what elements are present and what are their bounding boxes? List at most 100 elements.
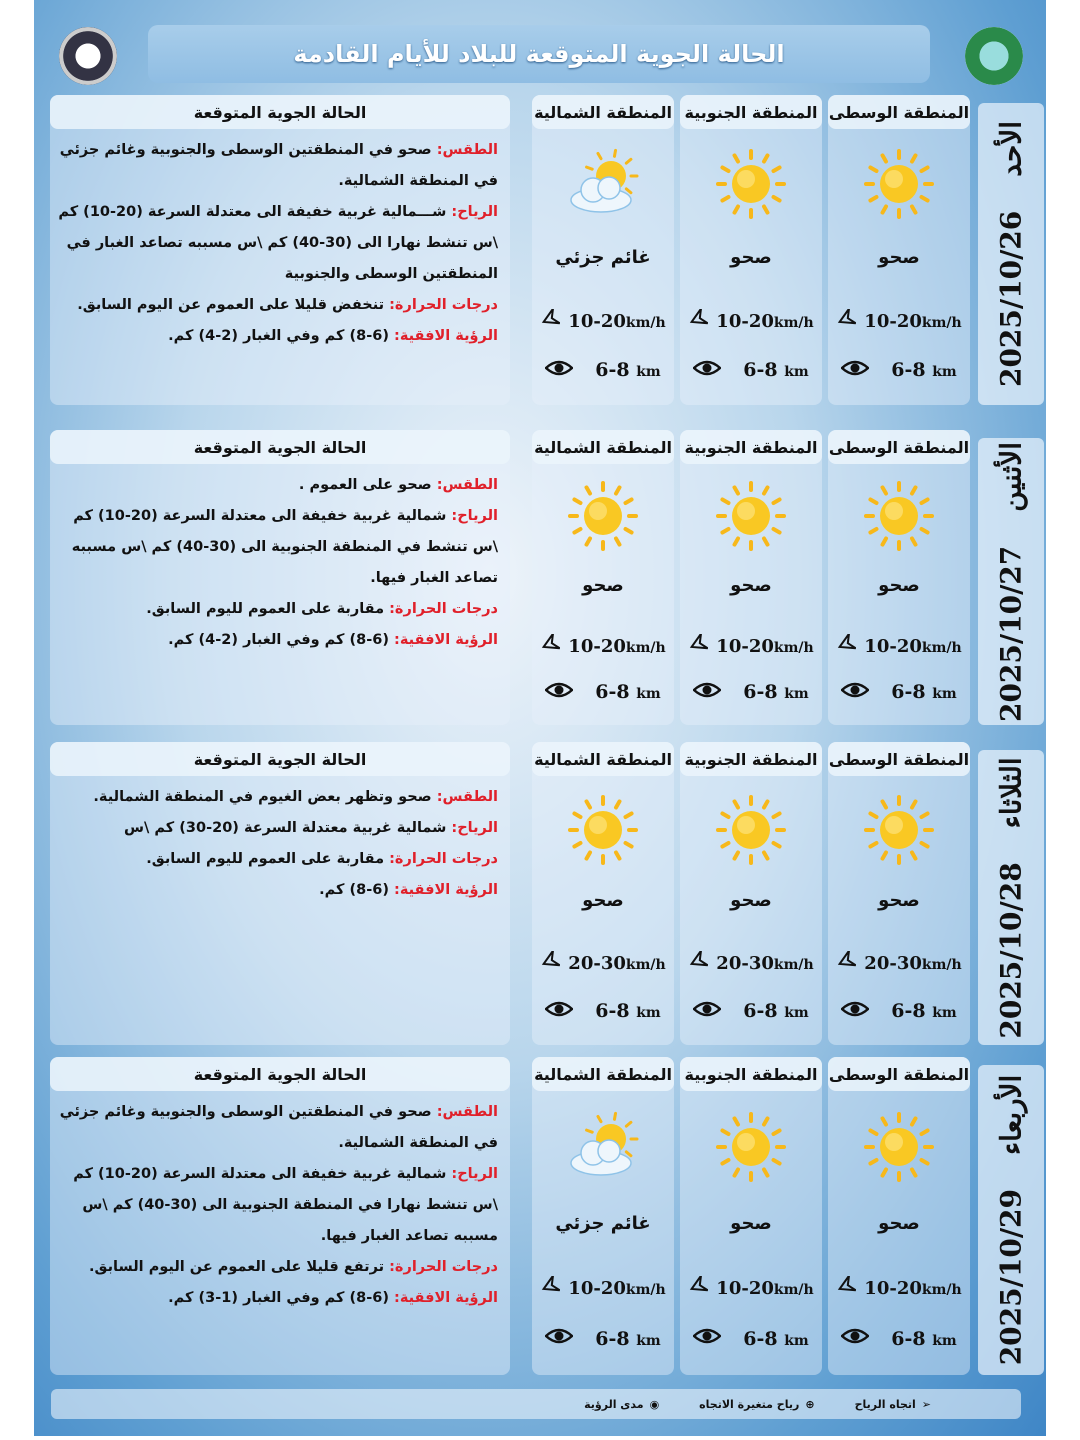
partly-cloudy-icon: [563, 1111, 643, 1187]
wind-direction-icon: [688, 950, 709, 976]
wind-speed: 20-30km/h: [680, 950, 822, 976]
wind-speed: 10-20km/h: [532, 308, 674, 334]
sun-icon: [863, 148, 935, 224]
wind-direction-icon: [688, 632, 709, 659]
partly-cloudy-icon: [563, 148, 643, 224]
eye-icon: [544, 359, 575, 382]
day-label: الأربعاء 2025/10/29: [978, 1065, 1044, 1375]
forecast-text-panel: الحالة الجوية المتوقعة الطقس: صحو وتظهر ب…: [50, 742, 510, 1045]
condition-label: صحو: [878, 246, 920, 268]
region-card: المنطقة الجنوبية صحو 20-30km/h 6-8 km: [680, 742, 822, 1045]
eye-icon: [692, 359, 723, 382]
sun-icon: [715, 148, 787, 224]
forecast-label: درجات الحرارة:: [389, 297, 498, 313]
region-card: المنطقة الشمالية صحو 20-30km/h 6-8 km: [532, 742, 674, 1045]
region-card: المنطقة الشمالية صحو 10-20km/h 6-8 km: [532, 430, 674, 725]
sun-icon: [715, 480, 787, 556]
condition-label: صحو: [730, 890, 772, 912]
condition-label: صحو: [730, 1212, 772, 1234]
eye-icon: [544, 1000, 575, 1023]
condition-label: صحو: [878, 574, 920, 596]
eye-icon: [840, 1000, 871, 1023]
wind-direction-icon: [540, 950, 561, 976]
forecast-line: درجات الحرارة: تنخفض قليلا على العموم عن…: [77, 297, 498, 313]
forecast-label: الطقس:: [436, 789, 498, 805]
forecast-label: الرؤية الافقية:: [394, 632, 498, 648]
region-name: المنطقة الوسطى: [828, 430, 970, 464]
wind-direction-icon: [540, 632, 561, 659]
visibility: 6-8 km: [680, 359, 822, 382]
condition-label: غائم جزئي: [555, 1212, 651, 1234]
wind-direction-icon: [836, 1275, 857, 1301]
legend-variable-wind: ⊕ رياح متغيرة الاتجاه: [699, 1397, 815, 1411]
forecast-line: الرؤية الافقية: (6-8) كم.: [319, 882, 498, 898]
forecast-label: الرؤية الافقية:: [394, 328, 498, 344]
visibility: 6-8 km: [532, 359, 674, 382]
region-name: المنطقة الجنوبية: [680, 430, 822, 464]
panel-title: الحالة الجوية المتوقعة: [50, 742, 510, 776]
condition-label: صحو: [730, 246, 772, 268]
sun-icon: [863, 794, 935, 870]
sun-icon: [567, 480, 639, 556]
eye-icon: [840, 681, 871, 704]
weather-authority-logo: [59, 27, 117, 85]
eye-icon: [692, 681, 723, 704]
forecast-line: الطقس: صحو في المنطقتين الوسطى والجنوبية…: [59, 142, 498, 189]
forecast-label: الرياح:: [451, 204, 498, 220]
wind-speed: 10-20km/h: [532, 632, 674, 659]
region-name: المنطقة الشمالية: [532, 1057, 674, 1091]
sun-icon: [567, 794, 639, 870]
eye-icon: [544, 1327, 575, 1350]
region-name: المنطقة الشمالية: [532, 430, 674, 464]
forecast-text-panel: الحالة الجوية المتوقعة الطقس: صحو في المن…: [50, 1057, 510, 1375]
condition-label: صحو: [730, 574, 772, 596]
eye-icon: [692, 1000, 723, 1023]
day-date: 2025/10/27: [994, 545, 1028, 722]
day-forecast: الحالة الجوية المتوقعة الطقس: صحو على الع…: [50, 430, 1044, 725]
day-forecast: الحالة الجوية المتوقعة الطقس: صحو في المن…: [50, 95, 1044, 405]
wind-speed: 10-20km/h: [680, 1275, 822, 1301]
day-name: الأثنين: [994, 441, 1028, 512]
condition-label: صحو: [582, 574, 624, 596]
region-card: المنطقة الجنوبية صحو 10-20km/h 6-8 km: [680, 95, 822, 405]
forecast-label: الرياح:: [451, 820, 498, 836]
page-title: الحالة الجوية المتوقعة للبلاد للأيام الق…: [148, 25, 930, 83]
day-date: 2025/10/29: [994, 1188, 1028, 1366]
wind-direction-icon: [688, 1275, 709, 1301]
region-name: المنطقة الوسطى: [828, 742, 970, 776]
compass-icon: ⊕: [805, 1397, 815, 1411]
region-card: المنطقة الشمالية غائم جزئي 10-20km/h 6-8…: [532, 1057, 674, 1375]
panel-title: الحالة الجوية المتوقعة: [50, 95, 510, 129]
region-name: المنطقة الشمالية: [532, 95, 674, 129]
day-name: الثلاثاء: [994, 756, 1028, 828]
wind-arrow-icon: ➢: [921, 1397, 931, 1411]
wind-direction-icon: [540, 308, 561, 334]
day-date: 2025/10/26: [994, 210, 1028, 388]
visibility: 6-8 km: [680, 681, 822, 704]
sun-icon: [715, 1111, 787, 1187]
wind-direction-icon: [836, 950, 857, 976]
forecast-line: الرؤية الافقية: (6-8) كم وفي الغبار (2-4…: [168, 632, 498, 648]
day-label: الأحد 2025/10/26: [978, 103, 1044, 405]
forecast-label: الطقس:: [436, 477, 498, 493]
forecast-line: الرؤية الافقية: (6-8) كم وفي الغبار (2-4…: [168, 328, 498, 344]
region-name: المنطقة الوسطى: [828, 1057, 970, 1091]
region-card: المنطقة الجنوبية صحو 10-20km/h 6-8 km: [680, 430, 822, 725]
visibility: 6-8 km: [828, 359, 970, 382]
forecast-label: الطقس:: [436, 142, 498, 158]
panel-title: الحالة الجوية المتوقعة: [50, 1057, 510, 1091]
day-forecast: الحالة الجوية المتوقعة الطقس: صحو وتظهر ب…: [50, 742, 1044, 1045]
forecast-line: الرياح: شمالية غربية خفيفة الى معتدلة ال…: [73, 1166, 498, 1244]
eye-icon: [840, 1327, 871, 1350]
forecast-line: الطقس: صحو وتظهر بعض الغيوم في المنطقة ا…: [93, 789, 498, 805]
legend-wind-direction: ➢ اتجاه الرياح: [854, 1397, 931, 1411]
legend: ➢ اتجاه الرياح ⊕ رياح متغيرة الاتجاه ◉ مدى …: [51, 1389, 1021, 1419]
day-date: 2025/10/28: [994, 861, 1028, 1039]
region-card: المنطقة الوسطى صحو 10-20km/h 6-8 km: [828, 430, 970, 725]
visibility: 6-8 km: [828, 1327, 970, 1350]
visibility: 6-8 km: [828, 681, 970, 704]
wind-speed: 10-20km/h: [532, 1275, 674, 1301]
wind-direction-icon: [540, 1275, 561, 1301]
day-label: الثلاثاء 2025/10/28: [978, 750, 1044, 1045]
forecast-label: الرياح:: [451, 508, 498, 524]
